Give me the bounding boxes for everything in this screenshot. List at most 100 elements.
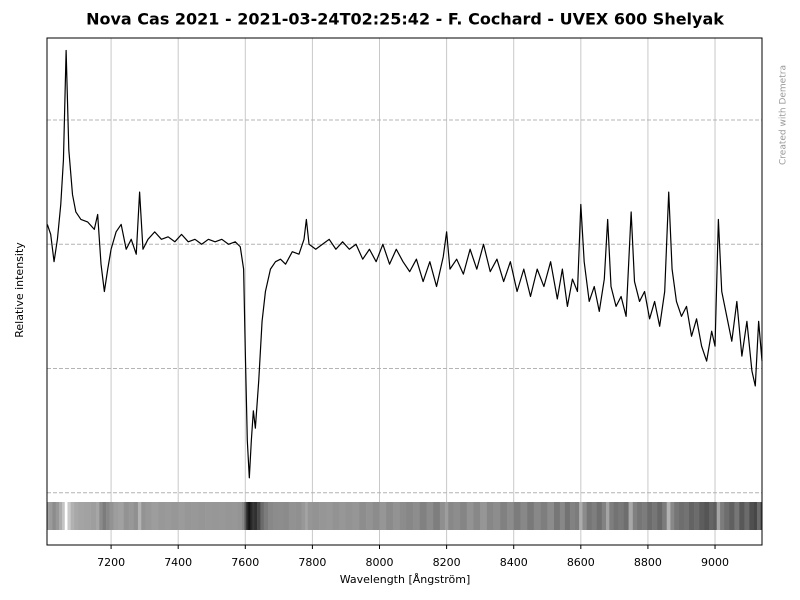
strip-band [399, 502, 407, 530]
strip-band [439, 502, 446, 530]
strip-band [128, 502, 135, 530]
strip-band [734, 502, 740, 530]
strip-band [359, 502, 367, 530]
plot [46, 49, 763, 479]
strip-band [218, 502, 226, 530]
strip-band [164, 502, 172, 530]
x-tick-label: 7200 [97, 556, 125, 569]
x-tick-label: 8000 [366, 556, 394, 569]
strip-band [704, 502, 710, 530]
strip-band [84, 502, 92, 530]
x-tick-label: 9000 [701, 556, 729, 569]
strip-band [319, 502, 327, 530]
strip-band [158, 502, 166, 530]
strip-band [241, 502, 245, 530]
strip-band [579, 502, 583, 530]
strip-band [52, 502, 57, 530]
strip-band [283, 502, 290, 530]
strip-band [366, 502, 374, 530]
strip-band [67, 502, 71, 530]
strip-band [246, 502, 249, 530]
grid: 7200 7400 7600 7800 8000 8200 8400 8600 8800 9000 [47, 38, 762, 569]
strip-band [307, 502, 313, 530]
strip-band [444, 502, 449, 530]
strip-band [211, 502, 219, 530]
strip-band [99, 502, 103, 530]
strip-band [386, 502, 394, 530]
strip-band [694, 502, 700, 530]
strip-band [332, 502, 340, 530]
strip-band [586, 502, 593, 530]
strip-band [78, 502, 85, 530]
strip-band [574, 502, 580, 530]
strip-band [260, 502, 265, 530]
strip-band [637, 502, 643, 530]
strip-band [601, 502, 607, 530]
strip-band [729, 502, 735, 530]
strip-band [171, 502, 179, 530]
strip-band [74, 502, 79, 530]
strip-band [288, 502, 296, 530]
strip-band [64, 502, 68, 530]
x-tick-label: 8400 [500, 556, 528, 569]
strip-band [720, 502, 725, 530]
strip-band [106, 502, 110, 530]
strip-band [613, 502, 619, 530]
strip-band [609, 502, 614, 530]
strip-band [749, 502, 754, 530]
strip-band [553, 502, 561, 530]
x-axis-label: Wavelength [Ångström] [340, 573, 471, 586]
strip-band [678, 502, 685, 530]
strip-band [90, 502, 97, 530]
strip-band [379, 502, 387, 530]
strip-band [133, 502, 139, 530]
strip-band [102, 502, 107, 530]
strip-band [419, 502, 427, 530]
strip-band [683, 502, 690, 530]
strip-band [569, 502, 576, 530]
strip-band [739, 502, 745, 530]
strip-band [278, 502, 284, 530]
strip-band [453, 502, 461, 530]
strip-band [486, 502, 494, 530]
strip-band [55, 502, 60, 530]
strip-band [257, 502, 261, 530]
strip-band [109, 502, 114, 530]
strip-band [480, 502, 488, 530]
strip-band [301, 502, 306, 530]
strip-band [513, 502, 521, 530]
strip-band [252, 502, 255, 530]
strip-band [756, 502, 761, 530]
strip-band [466, 502, 474, 530]
strip-band [426, 502, 434, 530]
strip-band [184, 502, 192, 530]
strip-band [493, 502, 501, 530]
strip-band [178, 502, 186, 530]
strip-band [339, 502, 347, 530]
chart-title: Nova Cas 2021 - 2021-03-24T02:25:42 - F.… [86, 10, 724, 29]
strip-band [618, 502, 624, 530]
strip-band [312, 502, 320, 530]
strip-band [231, 502, 239, 530]
strip-band [137, 502, 142, 530]
strip-band [237, 502, 243, 530]
strip-band [520, 502, 528, 530]
strip-band [95, 502, 100, 530]
strip-band [406, 502, 414, 530]
strip-band [473, 502, 481, 530]
strip-band [564, 502, 571, 530]
strip-band [623, 502, 629, 530]
strip-band [674, 502, 680, 530]
strip-band [666, 502, 671, 530]
strip-band [254, 502, 258, 530]
strip-band [605, 502, 610, 530]
strip-band [62, 502, 66, 530]
strip-band [295, 502, 302, 530]
strip-band [662, 502, 668, 530]
strip-band [392, 502, 400, 530]
strip-band [47, 502, 50, 530]
strip-band [724, 502, 730, 530]
strip-band [250, 502, 253, 530]
strip-band [372, 502, 380, 530]
